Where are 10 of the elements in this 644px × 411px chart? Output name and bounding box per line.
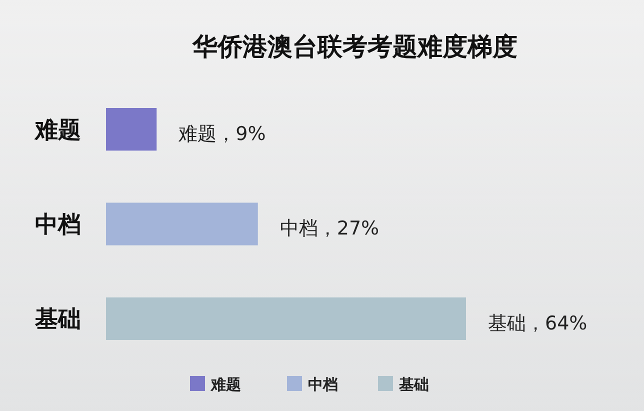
legend-label: 基础 [398,375,429,394]
data-label: 基础，64% [488,312,588,334]
chart-title: 华侨港澳台联考考题难度梯度 [192,32,518,61]
data-label: 难题，9% [178,122,266,145]
legend-label: 中档 [308,375,338,394]
y-tick-label: 难题 [34,117,81,144]
y-tick-label: 基础 [34,306,81,333]
legend-label: 难题 [210,375,241,394]
data-label: 中档，27% [280,218,380,240]
y-tick-label: 中档 [35,212,81,238]
